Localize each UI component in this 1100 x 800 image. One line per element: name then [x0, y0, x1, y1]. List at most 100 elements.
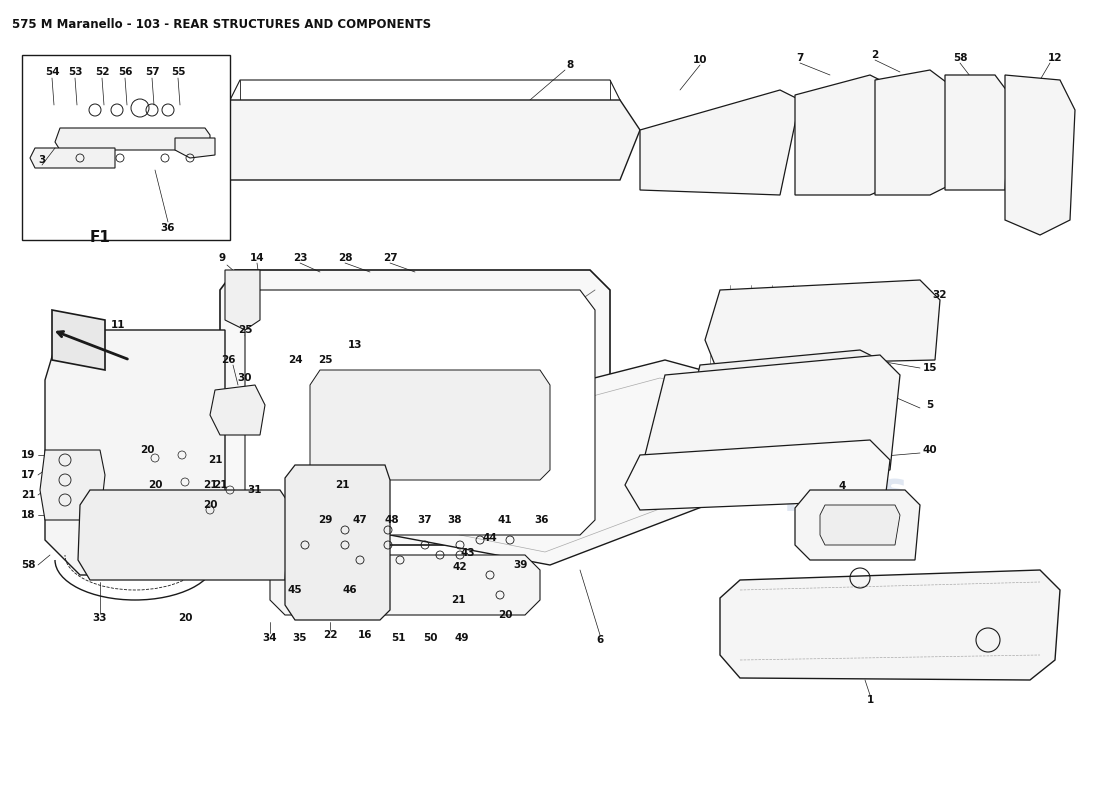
Text: 58: 58	[21, 560, 35, 570]
Text: 11: 11	[111, 320, 125, 330]
Text: 21: 21	[208, 455, 222, 465]
Polygon shape	[55, 128, 210, 150]
Polygon shape	[285, 465, 390, 620]
Polygon shape	[52, 310, 104, 370]
Text: 54: 54	[45, 67, 59, 77]
Text: 21: 21	[212, 480, 228, 490]
Text: 5: 5	[926, 400, 934, 410]
Text: 20: 20	[202, 500, 218, 510]
Polygon shape	[245, 290, 595, 535]
Text: 38: 38	[448, 515, 462, 525]
Text: 21: 21	[202, 480, 218, 490]
Text: 53: 53	[68, 67, 82, 77]
Polygon shape	[625, 440, 890, 510]
Text: 21: 21	[451, 595, 465, 605]
Text: 12: 12	[1047, 53, 1063, 63]
Polygon shape	[820, 505, 900, 545]
Polygon shape	[390, 360, 730, 565]
Polygon shape	[30, 148, 116, 168]
Text: 39: 39	[513, 560, 527, 570]
Text: 8: 8	[566, 60, 573, 70]
Text: 21: 21	[334, 480, 350, 490]
Text: 36: 36	[535, 515, 549, 525]
Text: 41: 41	[497, 515, 513, 525]
Text: 31: 31	[248, 485, 262, 495]
Text: 35: 35	[293, 633, 307, 643]
Text: 32: 32	[933, 290, 947, 300]
Text: 23: 23	[293, 253, 307, 263]
Polygon shape	[78, 490, 290, 580]
Polygon shape	[45, 330, 225, 575]
Text: 52: 52	[95, 67, 109, 77]
Polygon shape	[795, 75, 905, 195]
Polygon shape	[310, 370, 550, 480]
Text: 58: 58	[953, 53, 967, 63]
Polygon shape	[210, 385, 265, 435]
Text: 9: 9	[219, 253, 225, 263]
Polygon shape	[645, 355, 900, 480]
Text: 20: 20	[140, 445, 154, 455]
Text: 25: 25	[238, 325, 252, 335]
Text: 19: 19	[21, 450, 35, 460]
Text: 4: 4	[838, 481, 846, 491]
Text: 55: 55	[170, 67, 185, 77]
Text: autosports: autosports	[653, 469, 908, 511]
Polygon shape	[945, 75, 1010, 190]
Polygon shape	[1005, 75, 1075, 235]
Text: 20: 20	[497, 610, 513, 620]
Text: 20: 20	[147, 480, 163, 490]
Text: 34: 34	[263, 633, 277, 643]
Polygon shape	[690, 350, 890, 428]
Text: 29: 29	[318, 515, 332, 525]
Text: autosports: autosports	[293, 289, 547, 331]
Text: 40: 40	[923, 445, 937, 455]
Text: 6: 6	[596, 635, 604, 645]
Text: 42: 42	[453, 562, 468, 572]
Bar	[22, 55, 230, 240]
Text: 44: 44	[483, 533, 497, 543]
Text: 25: 25	[318, 355, 332, 365]
Text: 24: 24	[288, 355, 302, 365]
Text: 14: 14	[250, 253, 264, 263]
Text: 47: 47	[353, 515, 367, 525]
Text: 18: 18	[21, 510, 35, 520]
Polygon shape	[220, 270, 610, 545]
Text: 27: 27	[383, 253, 397, 263]
Text: 33: 33	[92, 613, 108, 623]
Text: 10: 10	[693, 55, 707, 65]
Polygon shape	[226, 270, 260, 330]
Text: 45: 45	[288, 585, 302, 595]
Text: 13: 13	[348, 340, 362, 350]
Text: 37: 37	[418, 515, 432, 525]
Text: 575 M Maranello - 103 - REAR STRUCTURES AND COMPONENTS: 575 M Maranello - 103 - REAR STRUCTURES …	[12, 18, 431, 31]
Text: 3: 3	[39, 155, 45, 165]
Text: 15: 15	[923, 363, 937, 373]
Text: 56: 56	[118, 67, 132, 77]
Text: 22: 22	[322, 630, 338, 640]
Text: 2: 2	[871, 50, 879, 60]
Text: 30: 30	[238, 373, 252, 383]
Text: 26: 26	[221, 355, 235, 365]
Text: 36: 36	[161, 223, 175, 233]
Text: 48: 48	[385, 515, 399, 525]
Polygon shape	[214, 100, 640, 180]
Text: 50: 50	[422, 633, 438, 643]
Polygon shape	[175, 138, 214, 158]
Polygon shape	[705, 280, 940, 365]
Text: 46: 46	[343, 585, 358, 595]
Text: 1: 1	[867, 695, 873, 705]
Text: 57: 57	[145, 67, 160, 77]
Polygon shape	[270, 555, 540, 615]
Text: 43: 43	[461, 548, 475, 558]
Polygon shape	[40, 450, 104, 520]
Text: 7: 7	[796, 53, 804, 63]
Text: 16: 16	[358, 630, 372, 640]
Text: 21: 21	[21, 490, 35, 500]
Text: 17: 17	[21, 470, 35, 480]
Polygon shape	[640, 90, 800, 195]
Text: 20: 20	[178, 613, 192, 623]
Text: 49: 49	[454, 633, 470, 643]
Polygon shape	[720, 570, 1060, 680]
Polygon shape	[874, 70, 950, 195]
Polygon shape	[795, 490, 920, 560]
